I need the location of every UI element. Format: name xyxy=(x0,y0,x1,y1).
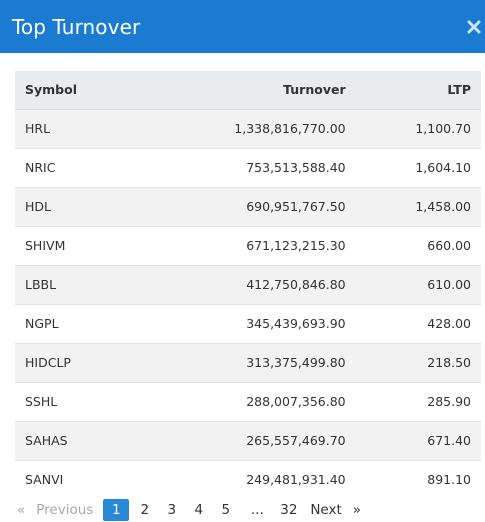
cell-ltp: 891.10 xyxy=(427,472,471,487)
cell-ltp: 1,100.70 xyxy=(355,109,481,149)
cell-ltp: 428.00 xyxy=(355,304,481,344)
page-5-button[interactable]: 5 xyxy=(221,502,231,518)
table-row: HDL 690,951,767.50 1,458.00 xyxy=(15,187,481,227)
cell-turnover: 753,513,588.40 xyxy=(143,148,356,188)
double-chevron-right-icon: » xyxy=(352,502,362,518)
table-row: SHIVM 671,123,215.30 660.00 xyxy=(15,226,481,266)
cell-turnover: 671,123,215.30 xyxy=(143,226,356,266)
cell-turnover: 412,750,846.80 xyxy=(143,265,356,305)
cell-symbol[interactable]: NRIC xyxy=(15,148,144,188)
pagination-ellipsis: ... xyxy=(250,502,264,518)
cell-symbol[interactable]: HIDCLP xyxy=(15,343,144,383)
cell-symbol[interactable]: LBBL xyxy=(15,265,144,305)
turnover-table: Symbol Turnover LTP HRL 1,338,816,770.00… xyxy=(15,71,481,499)
page-4-button[interactable]: 4 xyxy=(194,502,204,518)
table-row: SSHL 288,007,356.80 285.90 xyxy=(15,382,481,422)
modal-header: Top Turnover xyxy=(0,0,485,53)
cell-turnover: 345,439,693.90 xyxy=(143,304,356,344)
cell-ltp: 1,604.10 xyxy=(355,148,481,188)
modal-title: Top Turnover xyxy=(12,14,141,39)
cell-turnover: 249,481,931.40 xyxy=(246,472,346,487)
page-1-button[interactable]: 1 xyxy=(103,499,130,521)
cell-symbol[interactable]: SSHL xyxy=(15,382,144,422)
close-icon xyxy=(467,20,481,33)
cell-turnover: 313,375,499.80 xyxy=(143,343,356,383)
previous-label: Previous xyxy=(36,502,94,518)
close-button[interactable] xyxy=(459,0,485,53)
turnover-table-container: Symbol Turnover LTP HRL 1,338,816,770.00… xyxy=(15,71,481,499)
cell-symbol[interactable]: HRL xyxy=(15,109,144,149)
page-2-button[interactable]: 2 xyxy=(140,502,150,518)
double-chevron-left-icon: « xyxy=(17,502,26,518)
pagination: « Previous 1 2 3 4 5 ... 32 Next » xyxy=(17,498,361,522)
table-header-row: Symbol Turnover LTP xyxy=(15,71,481,110)
cell-ltp: 285.90 xyxy=(355,382,481,422)
cell-symbol[interactable]: SAHAS xyxy=(15,421,144,461)
cell-ltp: 671.40 xyxy=(355,421,481,461)
table-row: HIDCLP 313,375,499.80 218.50 xyxy=(15,343,481,383)
table-row: NGPL 345,439,693.90 428.00 xyxy=(15,304,481,344)
table-row: LBBL 412,750,846.80 610.00 xyxy=(15,265,481,305)
next-page-button[interactable]: Next » xyxy=(302,499,361,521)
cell-turnover: 690,951,767.50 xyxy=(143,187,356,227)
column-header-turnover[interactable]: Turnover xyxy=(143,71,356,110)
table-row: HRL 1,338,816,770.00 1,100.70 xyxy=(15,109,481,149)
page-32-button[interactable]: 32 xyxy=(280,502,298,518)
cell-ltp: 1,458.00 xyxy=(355,187,481,227)
next-label: Next xyxy=(310,502,342,518)
table-row: NRIC 753,513,588.40 1,604.10 xyxy=(15,148,481,188)
cell-symbol[interactable]: HDL xyxy=(15,187,144,227)
page-3-button[interactable]: 3 xyxy=(167,502,177,518)
cell-symbol[interactable]: SANVI xyxy=(25,472,64,487)
column-header-symbol[interactable]: Symbol xyxy=(15,71,144,110)
cell-ltp: 660.00 xyxy=(355,226,481,266)
column-header-ltp[interactable]: LTP xyxy=(355,71,481,110)
cell-ltp: 218.50 xyxy=(355,343,481,383)
cell-symbol[interactable]: NGPL xyxy=(15,304,144,344)
cell-turnover: 288,007,356.80 xyxy=(143,382,356,422)
table-row: SANVI 249,481,931.40 891.10 xyxy=(15,460,481,499)
cell-turnover: 1,338,816,770.00 xyxy=(143,109,356,149)
previous-page-button[interactable]: « Previous xyxy=(17,499,99,521)
table-row: SAHAS 265,557,469.70 671.40 xyxy=(15,421,481,461)
cell-ltp: 610.00 xyxy=(355,265,481,305)
cell-symbol[interactable]: SHIVM xyxy=(15,226,144,266)
cell-turnover: 265,557,469.70 xyxy=(143,421,356,461)
